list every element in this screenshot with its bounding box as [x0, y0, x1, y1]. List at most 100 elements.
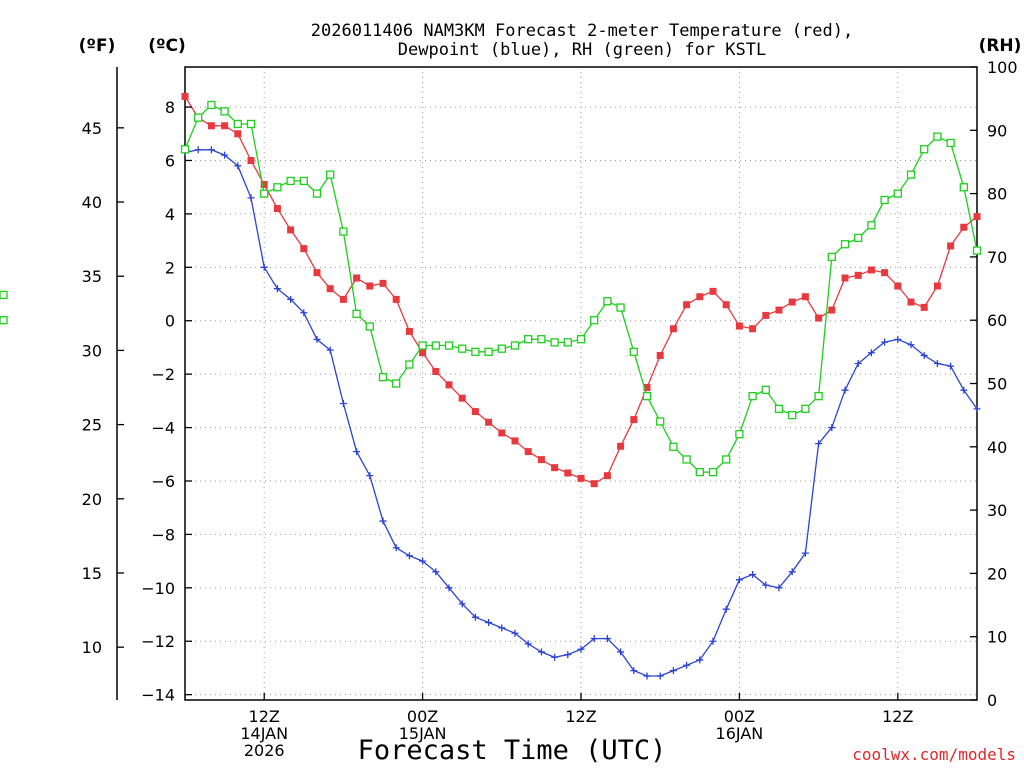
rh-point	[590, 316, 599, 325]
rh-point	[576, 335, 586, 344]
rh-point	[735, 429, 744, 439]
fahrenheit-tick-label: 30	[82, 341, 102, 360]
rh-tick-label: 10	[987, 628, 1007, 647]
dewpoint-point	[287, 295, 295, 303]
dewpoint-point	[630, 667, 638, 675]
temperature-point	[867, 266, 875, 274]
dewpoint-point	[590, 635, 598, 643]
dewpoint-point	[551, 653, 559, 661]
temperature-point	[762, 311, 770, 319]
rh-tick-label: 50	[987, 375, 1007, 394]
rh-point	[550, 338, 559, 347]
rh-tick-label: 20	[987, 564, 1007, 583]
rh-point	[840, 240, 850, 249]
rh-point	[880, 195, 889, 205]
rh-point	[946, 138, 955, 148]
temperature-point	[366, 282, 374, 290]
dewpoint-point	[920, 351, 928, 359]
temperature-point	[485, 418, 493, 426]
dewpoint-point	[815, 440, 823, 448]
celsius-tick-label: −14	[141, 686, 175, 705]
dewpoint-point	[260, 263, 268, 271]
dewpoint-point	[683, 661, 691, 669]
temperature-point	[405, 327, 413, 335]
dewpoint-point	[471, 613, 479, 621]
dewpoint-point	[273, 285, 281, 293]
celsius-tick-label: 0	[165, 312, 175, 331]
dewpoint-point	[577, 645, 585, 653]
dewpoint-point	[775, 584, 783, 592]
dewpoint-point	[326, 346, 334, 354]
temperature-point	[207, 122, 215, 130]
rh-point	[722, 455, 731, 464]
temperature-point	[749, 325, 757, 333]
celsius-tick-label: −12	[141, 632, 175, 651]
x-axis-title: Forecast Time (UTC)	[358, 735, 667, 766]
dewpoint-point	[947, 362, 955, 370]
rh-point	[748, 392, 757, 401]
x-tick-label: 12Z	[249, 707, 280, 726]
rh-tick-label: 70	[987, 248, 1007, 267]
rh-point	[603, 297, 612, 306]
rh-point	[326, 170, 335, 179]
celsius-tick-label: 6	[165, 151, 175, 170]
dewpoint-point	[828, 424, 836, 432]
temperature-point	[379, 279, 387, 287]
chart-title-line-1: 2026011406 NAM3KM Forecast 2-meter Tempe…	[311, 21, 853, 41]
rh-point	[761, 385, 770, 394]
temperature-point	[313, 269, 321, 277]
temperature-point	[854, 271, 862, 279]
temperature-point	[656, 351, 664, 359]
rh-point	[418, 341, 427, 350]
temperature-point	[709, 287, 717, 295]
rh-point	[497, 344, 506, 353]
dewpoint-point	[537, 648, 545, 656]
temperature-point	[273, 205, 281, 213]
temperature-point	[392, 295, 400, 303]
temperature-point	[907, 298, 915, 306]
temperature-point	[181, 92, 189, 100]
dewpoint-point	[841, 386, 849, 394]
temperature-point	[221, 122, 229, 130]
temperature-point	[669, 325, 677, 333]
temperature-point	[801, 293, 809, 301]
celsius-tick-label: −4	[151, 419, 175, 438]
dewpoint-point	[788, 568, 796, 576]
rh-point	[273, 183, 282, 192]
rh-point	[669, 442, 678, 451]
rh-point	[286, 176, 295, 186]
dewpoint-point	[458, 600, 466, 608]
temperature-point	[696, 293, 704, 301]
rh-tick-label: 30	[987, 501, 1007, 520]
fahrenheit-tick-label: 25	[82, 416, 102, 435]
celsius-tick-label: −2	[151, 365, 175, 384]
rh-point	[207, 100, 216, 110]
temperature-point	[471, 408, 479, 416]
temperature-point	[881, 269, 889, 277]
rh-point	[867, 221, 876, 230]
temperature-point	[643, 384, 651, 392]
dewpoint-point	[669, 667, 677, 675]
temperature-point	[828, 306, 836, 314]
rh-unit-label: (RH)	[979, 36, 1022, 56]
rh-point	[405, 360, 414, 369]
temperature-point	[326, 285, 334, 293]
dewpoint-point	[313, 335, 321, 343]
rh-point	[260, 189, 269, 198]
temperature-point	[353, 274, 361, 282]
dewpoint-point	[524, 640, 532, 648]
rh-point	[682, 455, 691, 464]
fahrenheit-tick-label: 15	[82, 564, 102, 583]
temperature-point	[287, 226, 295, 234]
credit-watermark: coolwx.com/models	[852, 745, 1016, 764]
temperature-point	[419, 349, 427, 357]
fahrenheit-tick-label: 20	[82, 490, 102, 509]
rh-point	[656, 417, 665, 426]
temperature-point	[564, 469, 572, 477]
temperature-point	[722, 301, 730, 309]
temperature-point	[432, 367, 440, 375]
dewpoint-point	[603, 635, 611, 643]
x-tick-label: 12Z	[882, 707, 913, 726]
rh-point	[788, 410, 797, 420]
x-tick-label: 00Z	[724, 707, 755, 726]
